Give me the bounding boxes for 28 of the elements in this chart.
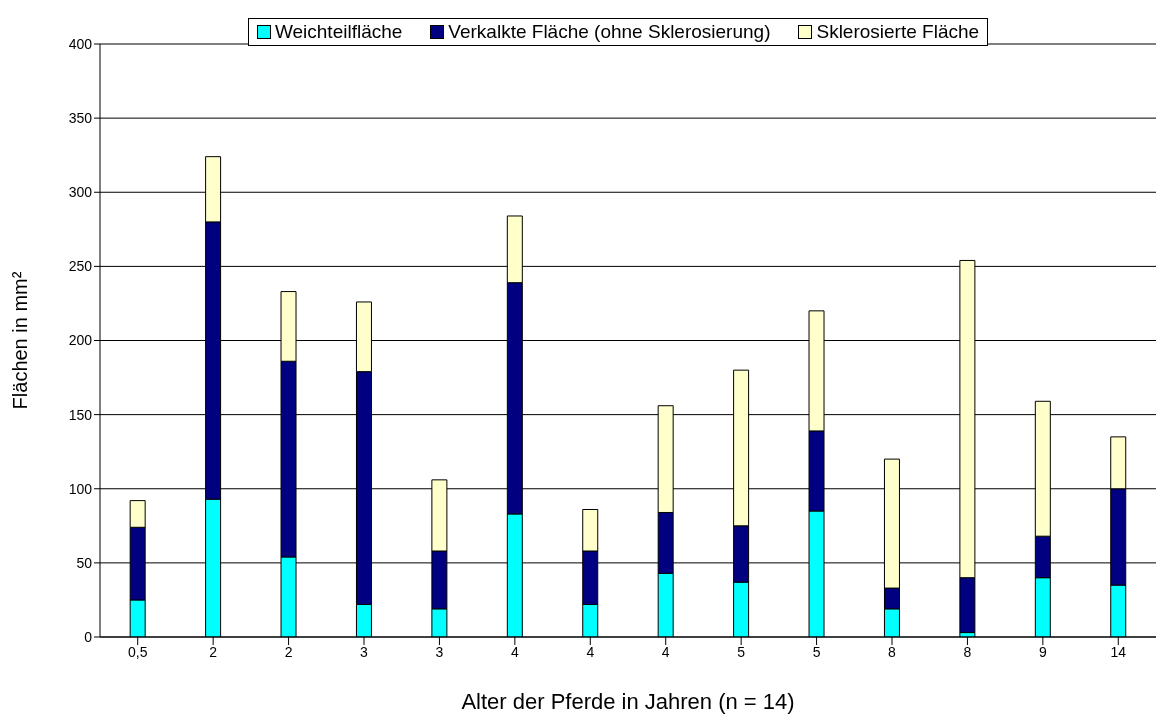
- x-tick-label: 4: [586, 643, 595, 660]
- y-tick-label: 150: [68, 406, 93, 423]
- legend-label: Verkalkte Fläche (ohne Sklerosierung): [447, 21, 771, 43]
- y-tick-label: 200: [68, 332, 93, 349]
- x-tick-label: 9: [1038, 643, 1047, 660]
- x-tick-label: 0,5: [127, 643, 148, 660]
- y-tick-label: 350: [68, 110, 93, 127]
- y-tick-label: 50: [76, 554, 93, 571]
- x-tick-label: 4: [661, 643, 670, 660]
- legend-label: Weichteilfläche: [273, 21, 403, 43]
- x-tick-label: 8: [888, 643, 897, 660]
- x-axis-title: Alter der Pferde in Jahren (n = 14): [461, 689, 795, 714]
- x-tick-label: 3: [435, 643, 444, 660]
- y-tick-label: 250: [68, 258, 93, 275]
- y-tick-label: 400: [68, 35, 93, 52]
- y-tick-label: 300: [68, 184, 93, 201]
- x-tick-label: 8: [963, 643, 972, 660]
- x-tick-label: 5: [812, 643, 821, 660]
- y-axis-title: Flächen in mm²: [9, 271, 32, 410]
- x-tick-label: 4: [510, 643, 519, 660]
- x-tick-label: 2: [209, 643, 218, 660]
- x-tick-label: 2: [284, 643, 293, 660]
- x-tick-label: 5: [737, 643, 746, 660]
- x-tick-label: 14: [1110, 643, 1127, 660]
- y-tick-label: 100: [68, 480, 93, 497]
- legend-label: Sklerosierte Fläche: [815, 21, 980, 43]
- y-tick-label: 0: [84, 628, 93, 645]
- x-tick-label: 3: [360, 643, 369, 660]
